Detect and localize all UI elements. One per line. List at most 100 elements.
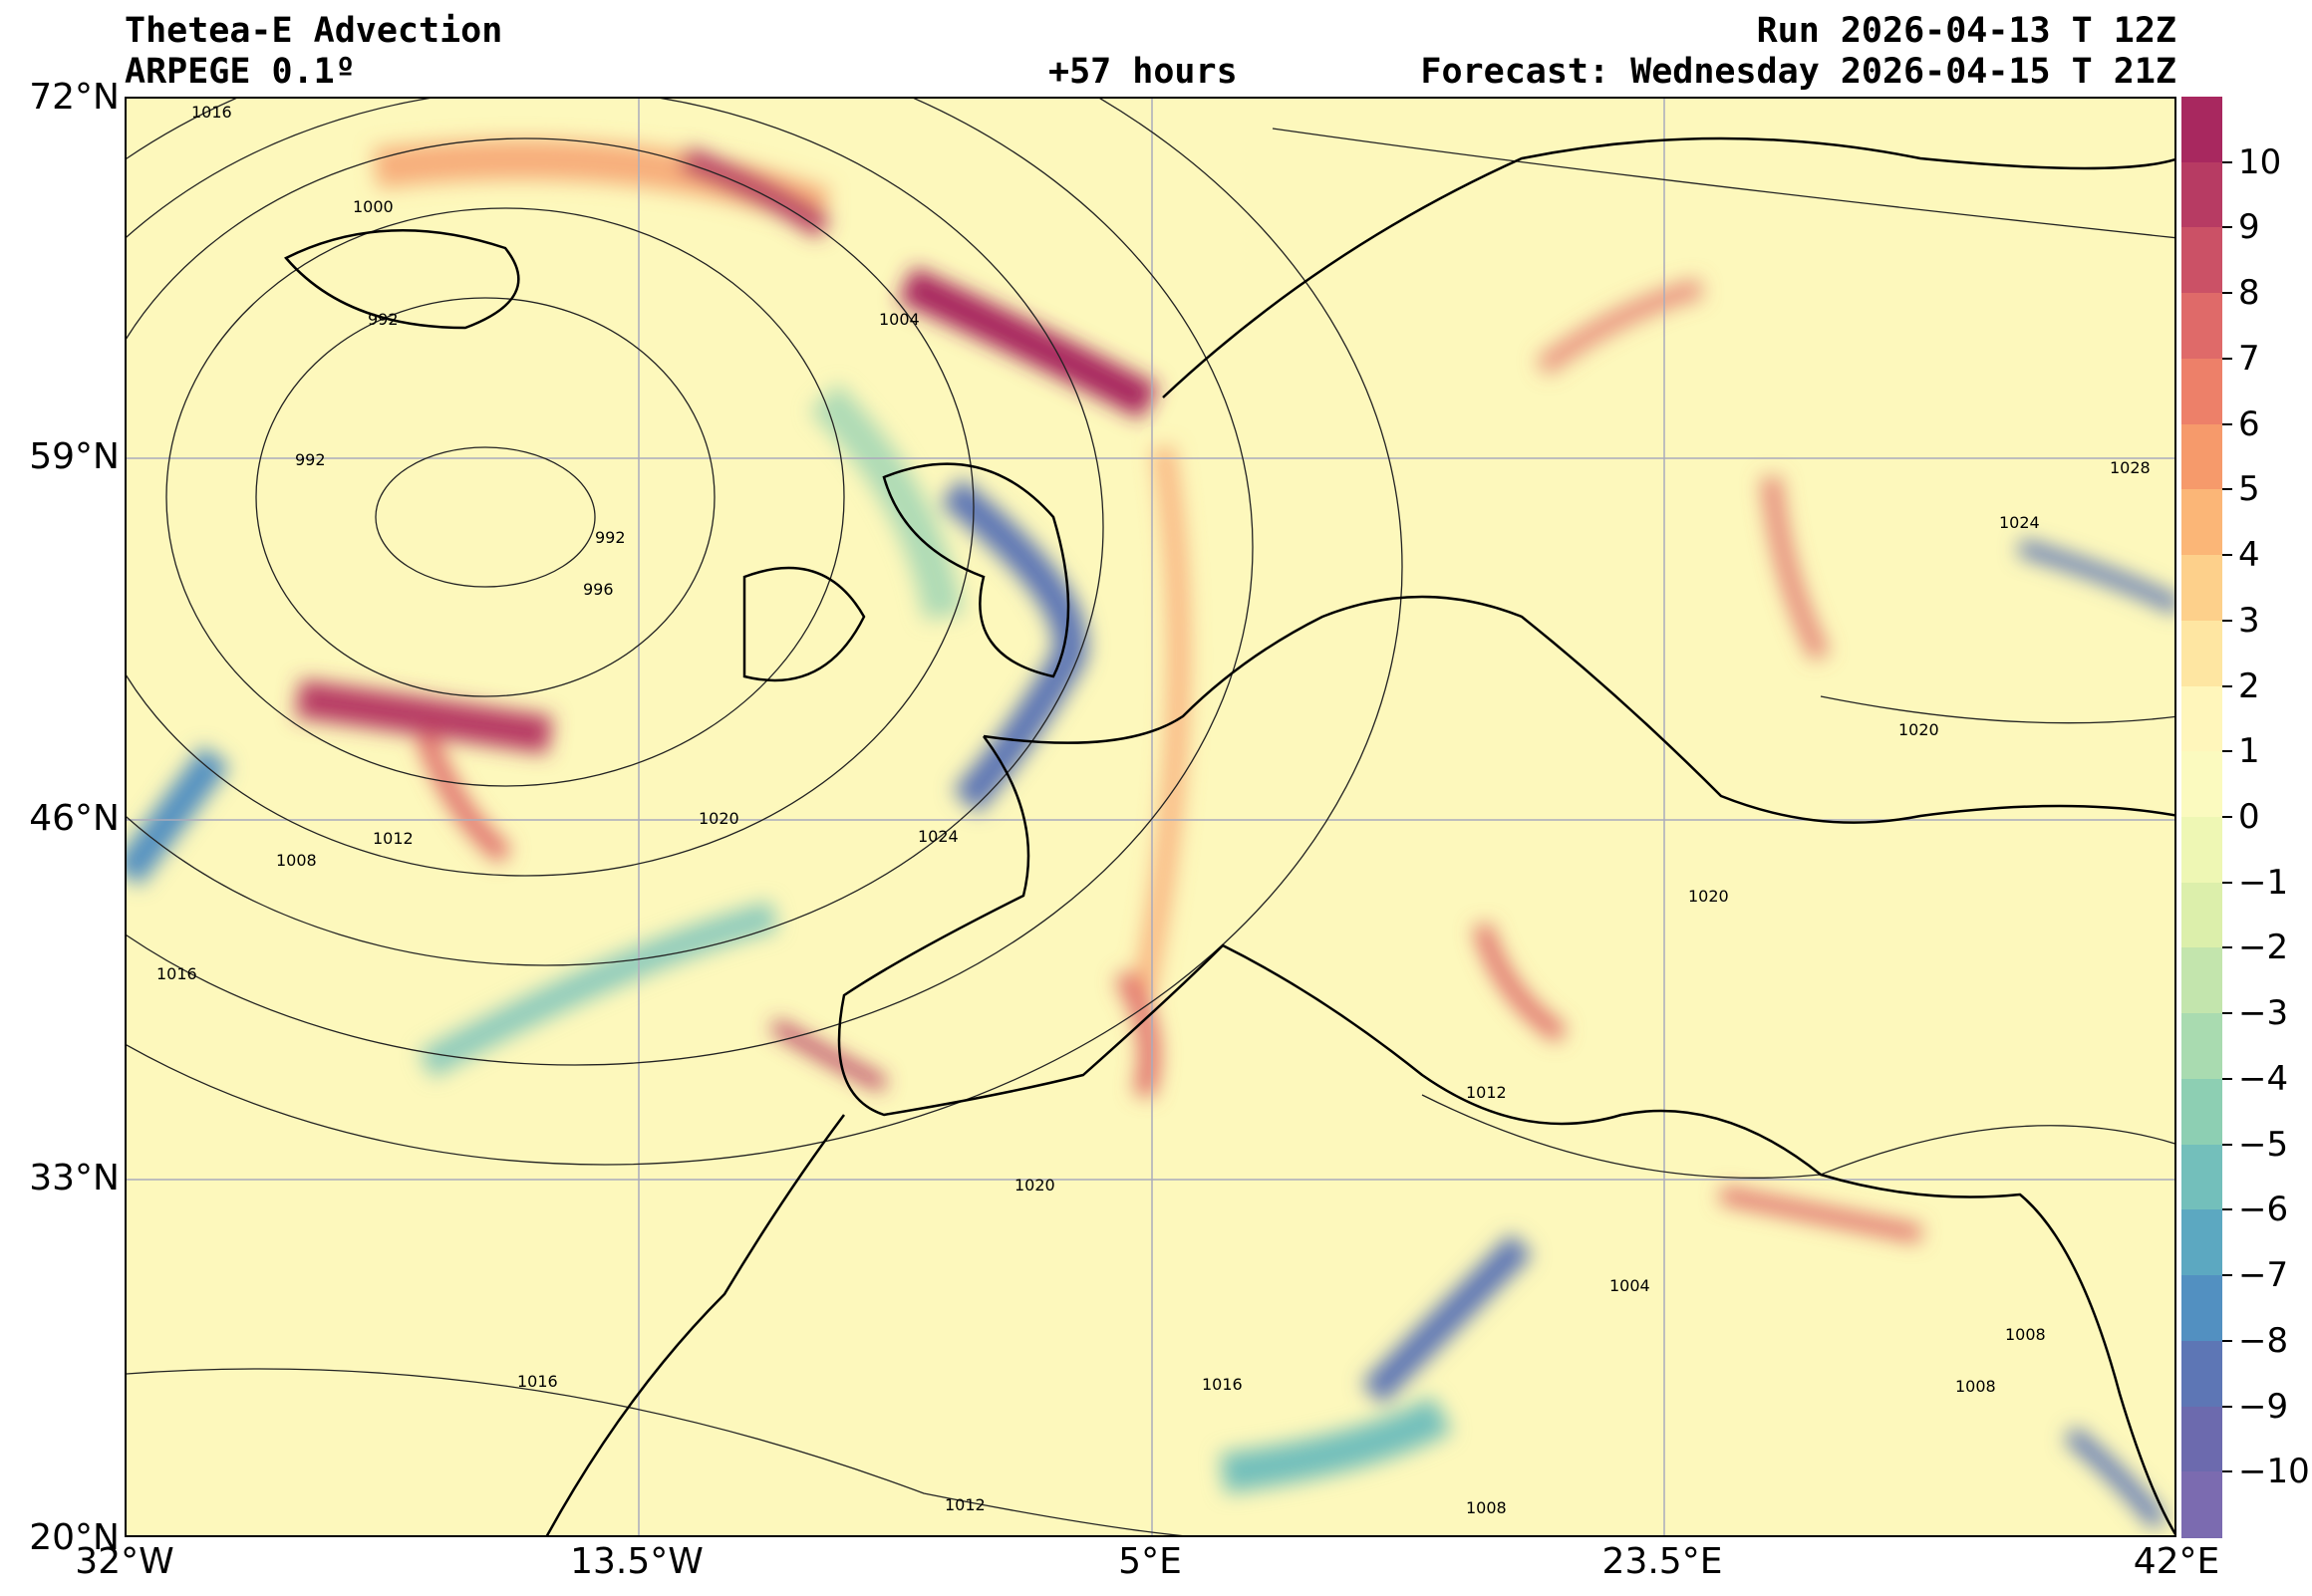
isobar-labels: 1016 1000 992 1004 992 992 996 1020 1024… (156, 103, 2151, 1517)
isobar-label: 1012 (1466, 1083, 1507, 1102)
lon-label: 32°W (75, 1541, 174, 1582)
isobar-label: 1004 (1609, 1276, 1650, 1295)
isobar-label: 1016 (156, 964, 197, 983)
colorbar-tick (2222, 1470, 2232, 1473)
colorbar-tick-label: −9 (2238, 1386, 2289, 1427)
colorbar-band (2181, 423, 2222, 491)
map-plot: 1016 1000 992 1004 992 992 996 1020 1024… (125, 97, 2176, 1537)
colorbar-tick (2222, 1143, 2232, 1146)
colorbar-tick-label: 5 (2238, 469, 2260, 510)
lon-label: 23.5°E (1601, 1541, 1723, 1582)
lat-label: 20°N (29, 1517, 120, 1558)
colorbar-band (2181, 817, 2222, 884)
colorbar-tick-label: −10 (2238, 1452, 2310, 1492)
colorbar-tick (2222, 357, 2232, 360)
colorbar-band (2181, 1209, 2222, 1277)
colorbar-tick-label: 2 (2238, 665, 2260, 706)
colorbar-tick (2222, 619, 2232, 622)
isobar-label: 992 (368, 310, 399, 329)
map-field: 1016 1000 992 1004 992 992 996 1020 1024… (127, 99, 2174, 1535)
isobar-label: 1008 (1955, 1377, 1996, 1396)
colorbar-band (2181, 1013, 2222, 1080)
colorbar-band (2181, 1144, 2222, 1211)
colorbar-band (2181, 489, 2222, 557)
colorbar-band (2181, 947, 2222, 1015)
colorbar-tick-label: 6 (2238, 403, 2260, 444)
isobar-label: 1016 (517, 1372, 558, 1391)
isobar-label: 1020 (699, 809, 739, 828)
lat-label: 72°N (29, 77, 120, 118)
chart-title: Thetea-E Advection (125, 11, 503, 51)
colorbar-tick (2222, 946, 2232, 949)
colorbar-band (2181, 1471, 2222, 1538)
colorbar-tick (2222, 684, 2232, 687)
isobar-label: 1024 (918, 827, 959, 846)
lat-label: 33°N (29, 1158, 120, 1198)
colorbar-tick-label: 7 (2238, 338, 2260, 379)
colorbar-tick (2222, 1012, 2232, 1015)
colorbar-tick-label: 8 (2238, 273, 2260, 314)
colorbar-band (2181, 882, 2222, 949)
isobar-label: 1024 (1999, 513, 2040, 532)
colorbar-tick (2222, 226, 2232, 229)
colorbar-band (2181, 1078, 2222, 1146)
colorbar-tick-label: −8 (2238, 1320, 2289, 1361)
run-label: Run 2026-04-13 T 12Z (1756, 11, 2176, 51)
colorbar-band (2181, 555, 2222, 622)
lon-label: 13.5°W (570, 1541, 704, 1582)
colorbar-tick-label: −6 (2238, 1190, 2289, 1230)
colorbar-band (2181, 751, 2222, 818)
lon-label: 42°E (2133, 1541, 2220, 1582)
colorbar-tick (2222, 422, 2232, 425)
isobar-label: 1016 (191, 103, 232, 122)
colorbar-tick (2222, 554, 2232, 557)
graticule (127, 99, 2174, 1535)
isobar-label: 1004 (879, 310, 920, 329)
colorbar-tick (2222, 750, 2232, 753)
lat-label: 59°N (29, 436, 120, 477)
colorbar (2181, 97, 2232, 1538)
colorbar-tick-label: 0 (2238, 797, 2260, 837)
colorbar-tick-label: −5 (2238, 1124, 2289, 1165)
isobar-label: 992 (595, 528, 626, 547)
colorbar-tick-label: 9 (2238, 207, 2260, 248)
isobar-label: 1008 (276, 851, 317, 870)
colorbar-tick (2222, 816, 2232, 818)
colorbar-band (2181, 227, 2222, 295)
colorbar-band (2181, 1340, 2222, 1408)
colorbar-tick-label: 1 (2238, 731, 2260, 772)
colorbar-tick (2222, 292, 2232, 295)
isobar-label: 1012 (945, 1495, 986, 1514)
isobar-label: 1008 (2005, 1325, 2046, 1344)
isobar-label: 1000 (353, 197, 394, 216)
isobar-label: 1008 (1466, 1498, 1507, 1517)
colorbar-band (2181, 358, 2222, 425)
isobar-label: 1012 (373, 829, 414, 848)
colorbar-band (2181, 161, 2222, 229)
colorbar-tick-label: 4 (2238, 535, 2260, 576)
isobar-label: 1028 (2110, 458, 2151, 477)
colorbar-tick-label: −2 (2238, 928, 2289, 968)
colorbar-tick (2222, 881, 2232, 884)
colorbar-tick-label: 10 (2238, 141, 2282, 182)
colorbar-tick-label: 3 (2238, 600, 2260, 641)
colorbar-tick (2222, 1208, 2232, 1211)
colorbar-band (2181, 1275, 2222, 1342)
lon-label: 5°E (1118, 1541, 1182, 1582)
colorbar-tick-label: −7 (2238, 1255, 2289, 1296)
isobars (127, 99, 2174, 1535)
isobar-label: 1020 (1014, 1176, 1055, 1195)
coastlines (284, 136, 2174, 1535)
colorbar-tick-label: −1 (2238, 862, 2289, 903)
colorbar-tick (2222, 160, 2232, 163)
colorbar-band (2181, 293, 2222, 360)
colorbar-tick (2222, 1077, 2232, 1080)
colorbar-tick-label: −4 (2238, 1058, 2289, 1099)
forecast-time-label: Forecast: Wednesday 2026-04-15 T 21Z (1420, 52, 2176, 92)
isobar-label: 996 (583, 580, 614, 599)
colorbar-tick (2222, 1274, 2232, 1277)
colorbar-tick (2222, 1339, 2232, 1342)
colorbar-band (2181, 620, 2222, 687)
lat-label: 46°N (29, 798, 120, 839)
colorbar-band (2181, 685, 2222, 753)
